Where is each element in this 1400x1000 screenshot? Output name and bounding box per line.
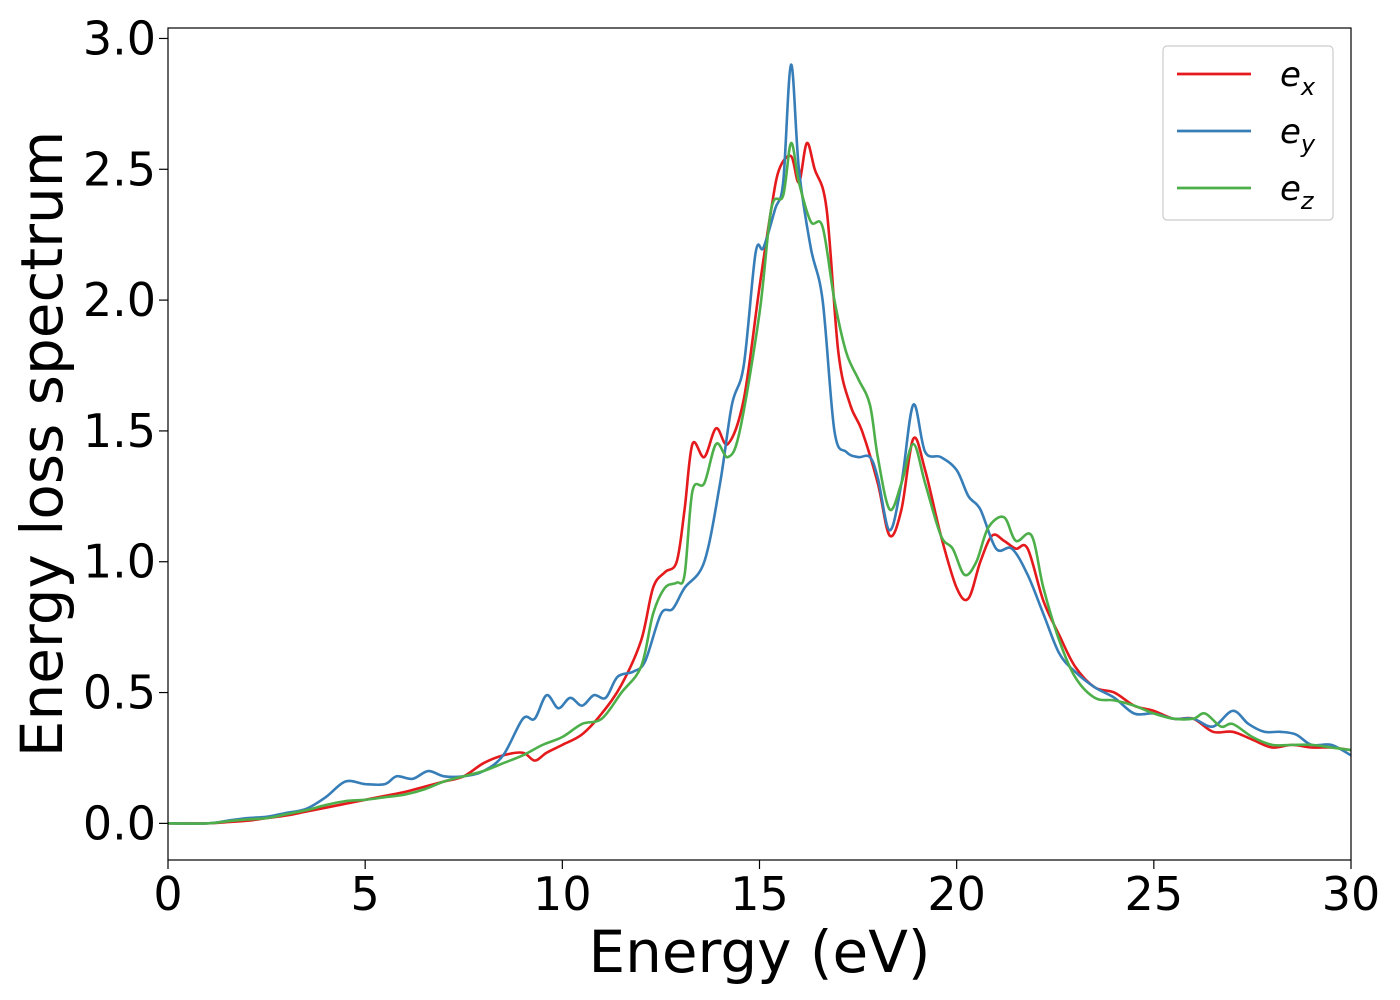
y-tick-label: 2.0 (83, 273, 156, 327)
legend-label-main: e (1280, 55, 1301, 95)
series-line-y (168, 63, 1351, 825)
x-axis-title: Energy (eV) (588, 918, 930, 986)
x-tick-label: 15 (730, 867, 789, 921)
legend-label-main: e (1280, 169, 1301, 209)
x-tick-label: 25 (1125, 867, 1184, 921)
legend-box (1162, 45, 1334, 221)
legend-label-sub: y (1300, 130, 1316, 158)
x-tick-label: 5 (351, 867, 380, 921)
legend-label-sub: z (1300, 187, 1315, 215)
legend-label-z: ez (1280, 169, 1315, 215)
x-tick-label: 30 (1322, 867, 1381, 921)
series-line-z (168, 141, 1351, 825)
legend-label-y: ey (1280, 112, 1316, 158)
y-tick-label: 0.5 (83, 666, 156, 720)
y-axis-title: Energy loss spectrum (8, 131, 76, 757)
x-tick-label: 10 (533, 867, 592, 921)
series-layer (168, 63, 1351, 825)
x-axis: 0 5 10 15 20 25 30 (153, 860, 1380, 921)
legend-label-main: e (1280, 112, 1301, 152)
y-tick-label: 3.0 (83, 11, 156, 65)
y-axis: 0.0 0.5 1.0 1.5 2.0 2.5 3.0 (83, 11, 168, 850)
y-tick-label: 2.5 (83, 142, 156, 196)
y-tick-label: 1.0 (83, 535, 156, 589)
y-tick-label: 0.0 (83, 796, 156, 850)
x-tick-label: 0 (153, 867, 182, 921)
legend-label-sub: x (1300, 73, 1316, 101)
y-tick-label: 1.5 (83, 404, 156, 458)
x-tick-label: 20 (927, 867, 986, 921)
legend-label-x: ex (1280, 55, 1316, 101)
